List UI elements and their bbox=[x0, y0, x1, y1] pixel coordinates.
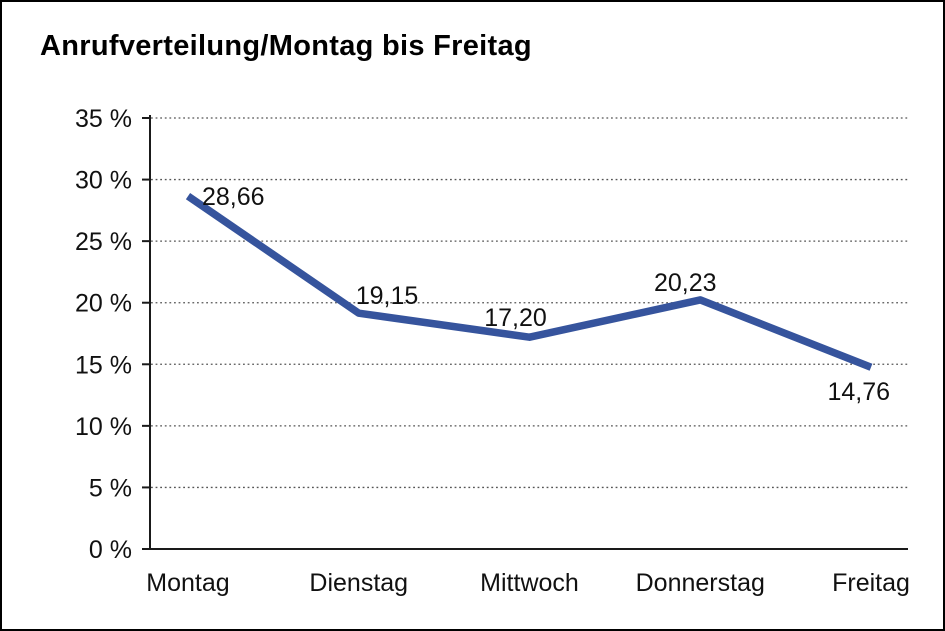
data-point-label: 28,66 bbox=[202, 183, 265, 211]
data-point-label: 14,76 bbox=[827, 378, 890, 406]
y-axis-label: 30 % bbox=[75, 167, 132, 195]
x-axis-label: Montag bbox=[146, 569, 229, 597]
chart-title: Anrufverteilung/Montag bis Freitag bbox=[40, 30, 532, 62]
y-axis-label: 10 % bbox=[75, 413, 132, 441]
x-axis-label: Mittwoch bbox=[480, 569, 579, 597]
data-point-label: 20,23 bbox=[654, 269, 717, 297]
y-axis-label: 0 % bbox=[89, 536, 132, 564]
x-axis-label: Dienstag bbox=[309, 569, 408, 597]
y-axis-label: 20 % bbox=[75, 290, 132, 318]
y-axis-label: 25 % bbox=[75, 228, 132, 256]
y-axis-label: 5 % bbox=[89, 474, 132, 502]
x-axis-label: Donnerstag bbox=[636, 569, 765, 597]
data-point-label: 19,15 bbox=[356, 282, 419, 310]
series-line bbox=[185, 193, 873, 371]
y-axis-label: 15 % bbox=[75, 351, 132, 379]
y-axis-label: 35 % bbox=[75, 105, 132, 133]
x-axis-label: Freitag bbox=[832, 569, 910, 597]
data-point-label: 17,20 bbox=[484, 304, 547, 332]
